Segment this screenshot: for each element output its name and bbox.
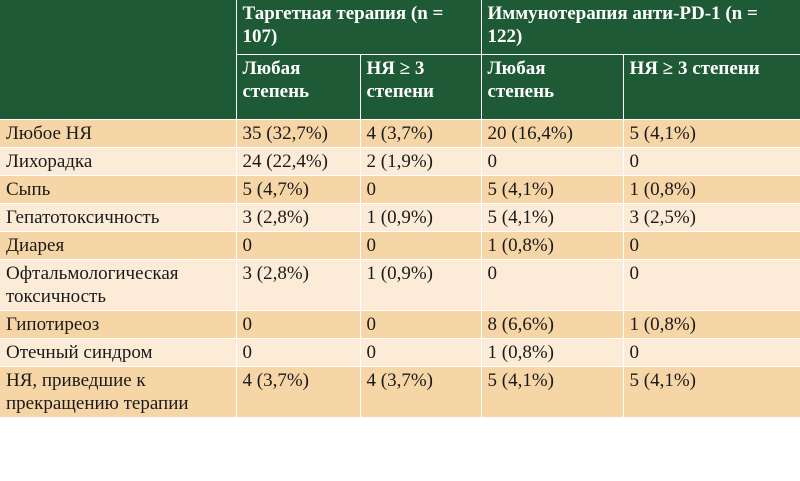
header-immuno-grade3: НЯ ≥ 3 степени: [622, 54, 800, 120]
cell-immuno-any: 5 (4,1%): [480, 175, 624, 204]
table-header: Таргетная терапия (n = 107) Иммунотерапи…: [0, 0, 800, 120]
cell-immuno-grade3: 0: [622, 147, 800, 176]
cell-targeted-grade3: 2 (1,9%): [359, 147, 482, 176]
header-targeted-grade3: НЯ ≥ 3 степени: [359, 54, 482, 120]
table-row: Лихорадка 24 (22,4%) 2 (1,9%) 0 0: [0, 147, 800, 176]
table-row: НЯ, приведшие к прекращению терапии 4 (3…: [0, 366, 800, 417]
cell-targeted-any: 3 (2,8%): [235, 259, 360, 311]
header-group-row: Таргетная терапия (n = 107) Иммунотерапи…: [0, 0, 800, 120]
cell-targeted-any: 0: [235, 310, 360, 339]
cell-immuno-any: 8 (6,6%): [480, 310, 624, 339]
row-label: Отечный синдром: [0, 338, 236, 367]
row-label: Лихорадка: [0, 147, 236, 176]
table-row: Офтальмологическая токсичность 3 (2,8%) …: [0, 259, 800, 311]
row-label: Диарея: [0, 231, 236, 260]
table-row: Гепатотоксичность 3 (2,8%) 1 (0,9%) 5 (4…: [0, 203, 800, 232]
cell-targeted-grade3: 4 (3,7%): [359, 119, 482, 148]
cell-targeted-any: 0: [235, 231, 360, 260]
row-label: Любое НЯ: [0, 119, 236, 148]
table-row: Диарея 0 0 1 (0,8%) 0: [0, 231, 800, 260]
cell-targeted-grade3: 0: [359, 175, 482, 204]
header-immunotherapy: Иммунотерапия анти-PD-1 (n = 122): [480, 0, 800, 55]
cell-immuno-grade3: 1 (0,8%): [622, 175, 800, 204]
cell-targeted-grade3: 0: [359, 310, 482, 339]
cell-immuno-grade3: 0: [622, 259, 800, 311]
cell-targeted-any: 35 (32,7%): [235, 119, 360, 148]
cell-targeted-any: 24 (22,4%): [235, 147, 360, 176]
cell-immuno-any: 0: [480, 259, 624, 311]
cell-targeted-any: 0: [235, 338, 360, 367]
cell-immuno-any: 5 (4,1%): [480, 203, 624, 232]
header-corner-cell: [0, 0, 236, 120]
cell-immuno-grade3: 5 (4,1%): [622, 366, 800, 417]
cell-immuno-grade3: 1 (0,8%): [622, 310, 800, 339]
row-label: Сыпь: [0, 175, 236, 204]
cell-targeted-any: 5 (4,7%): [235, 175, 360, 204]
cell-immuno-any: 0: [480, 147, 624, 176]
header-targeted-any-grade: Любая степень: [235, 54, 360, 120]
table-row: Любое НЯ 35 (32,7%) 4 (3,7%) 20 (16,4%) …: [0, 119, 800, 148]
header-immuno-any-grade: Любая степень: [480, 54, 624, 120]
cell-targeted-grade3: 0: [359, 231, 482, 260]
cell-targeted-any: 3 (2,8%): [235, 203, 360, 232]
cell-immuno-any: 1 (0,8%): [480, 231, 624, 260]
table-row: Гипотиреоз 0 0 8 (6,6%) 1 (0,8%): [0, 310, 800, 339]
cell-immuno-grade3: 3 (2,5%): [622, 203, 800, 232]
cell-targeted-any: 4 (3,7%): [235, 366, 360, 417]
cell-targeted-grade3: 4 (3,7%): [359, 366, 482, 417]
row-label: Гепатотоксичность: [0, 203, 236, 232]
header-targeted-therapy: Таргетная терапия (n = 107): [235, 0, 482, 55]
row-label: НЯ, приведшие к прекращению терапии: [0, 366, 236, 417]
cell-targeted-grade3: 1 (0,9%): [359, 259, 482, 311]
row-label: Гипотиреоз: [0, 310, 236, 339]
cell-targeted-grade3: 0: [359, 338, 482, 367]
cell-immuno-grade3: 0: [622, 338, 800, 367]
row-label: Офтальмологическая токсичность: [0, 259, 236, 311]
table-row: Отечный синдром 0 0 1 (0,8%) 0: [0, 338, 800, 367]
cell-immuno-any: 5 (4,1%): [480, 366, 624, 417]
cell-immuno-grade3: 0: [622, 231, 800, 260]
header-sub-row: Любая степень НЯ ≥ 3 степени Любая степе…: [0, 54, 800, 120]
table-row: Сыпь 5 (4,7%) 0 5 (4,1%) 1 (0,8%): [0, 175, 800, 204]
cell-immuno-any: 20 (16,4%): [480, 119, 624, 148]
cell-targeted-grade3: 1 (0,9%): [359, 203, 482, 232]
adverse-events-table: Таргетная терапия (n = 107) Иммунотерапи…: [0, 0, 800, 417]
cell-immuno-grade3: 5 (4,1%): [622, 119, 800, 148]
cell-immuno-any: 1 (0,8%): [480, 338, 624, 367]
table-body: Любое НЯ 35 (32,7%) 4 (3,7%) 20 (16,4%) …: [0, 119, 800, 417]
